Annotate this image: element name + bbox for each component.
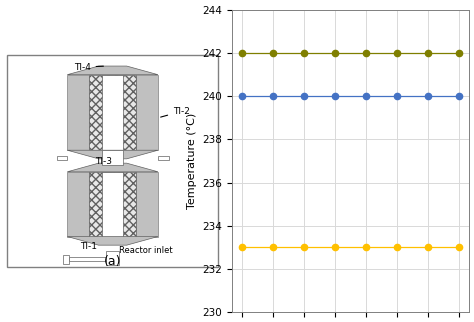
- Bar: [89, 172, 137, 237]
- Polygon shape: [67, 237, 158, 245]
- Bar: [102, 172, 123, 237]
- Text: Reactor inlet: Reactor inlet: [119, 246, 173, 255]
- Polygon shape: [67, 150, 158, 159]
- Text: TI-3: TI-3: [95, 156, 112, 166]
- Bar: [158, 156, 169, 160]
- Text: TI-1: TI-1: [80, 242, 97, 251]
- Bar: [102, 150, 123, 165]
- Bar: [70, 257, 106, 261]
- Text: TI-2: TI-2: [161, 107, 190, 117]
- Bar: [67, 75, 89, 150]
- Bar: [63, 255, 70, 263]
- Bar: [56, 156, 67, 160]
- Text: TI-4: TI-4: [74, 62, 103, 71]
- Polygon shape: [67, 163, 158, 172]
- Bar: [102, 75, 123, 150]
- Bar: [106, 251, 119, 265]
- Polygon shape: [67, 66, 158, 75]
- Y-axis label: Temperature (°C): Temperature (°C): [187, 113, 197, 209]
- Bar: [89, 75, 137, 150]
- Bar: [137, 172, 158, 237]
- Bar: [67, 172, 89, 237]
- Bar: [137, 75, 158, 150]
- Text: (a): (a): [104, 255, 121, 269]
